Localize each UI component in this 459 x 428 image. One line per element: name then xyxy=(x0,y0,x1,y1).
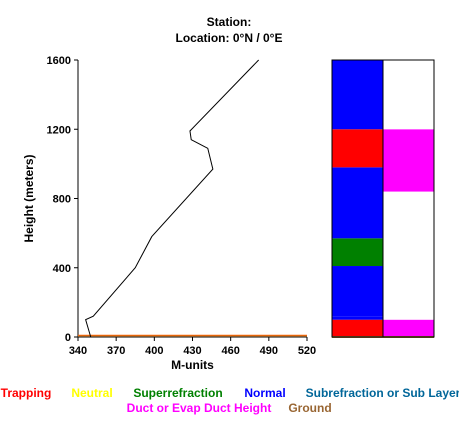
refraction-bar-segment xyxy=(332,316,383,320)
refraction-bar-segment xyxy=(332,319,383,337)
legend-item: Superrefraction xyxy=(133,386,222,400)
condition-bars xyxy=(331,59,435,338)
x-tick-label: 490 xyxy=(260,345,278,357)
m-unit-profile-line xyxy=(85,59,260,338)
legend-item: Trapping xyxy=(1,386,52,400)
station-label: Station: xyxy=(207,15,252,29)
x-tick-label: 400 xyxy=(145,345,163,357)
refraction-bar-segment xyxy=(332,238,383,267)
y-tick-label: 1200 xyxy=(47,124,71,136)
refraction-bar-segment xyxy=(332,60,383,130)
x-tick-label: 370 xyxy=(107,345,125,357)
legend-item: Ground xyxy=(288,401,331,415)
x-tick-label: 460 xyxy=(221,345,239,357)
refraction-bar-segment xyxy=(332,129,383,168)
profile-plot: 340 370 400 430 460 490 520 0 400 800 1200 1600 M-un… xyxy=(22,55,316,372)
x-axis-title: M-units xyxy=(171,358,214,372)
refraction-bar-segment xyxy=(332,266,383,317)
duct-bar-segment xyxy=(383,60,434,130)
duct-bar-segment xyxy=(383,129,434,192)
legend: Trapping Neutral Superrefraction Normal Subr… xyxy=(1,386,459,415)
legend-item: Neutral xyxy=(71,386,112,400)
y-tick-label: 1600 xyxy=(47,55,71,67)
y-axis-title: Height (meters) xyxy=(22,154,36,242)
x-tick-label: 430 xyxy=(183,345,201,357)
y-tick-label: 0 xyxy=(65,332,71,344)
duct-bar-segment xyxy=(383,319,434,337)
legend-item: Duct or Evap Duct Height xyxy=(127,401,272,415)
legend-item: Subrefraction or Sub Layer xyxy=(306,386,459,400)
y-tick-label: 800 xyxy=(53,194,71,206)
legend-item: Normal xyxy=(244,386,285,400)
y-tick-label: 400 xyxy=(53,263,71,275)
location-label: Location: 0°N / 0°E xyxy=(176,31,283,45)
x-tick-label: 520 xyxy=(298,345,316,357)
duct-bar-segment xyxy=(383,191,434,320)
x-tick-label: 340 xyxy=(69,345,87,357)
refraction-bar-segment xyxy=(332,167,383,239)
